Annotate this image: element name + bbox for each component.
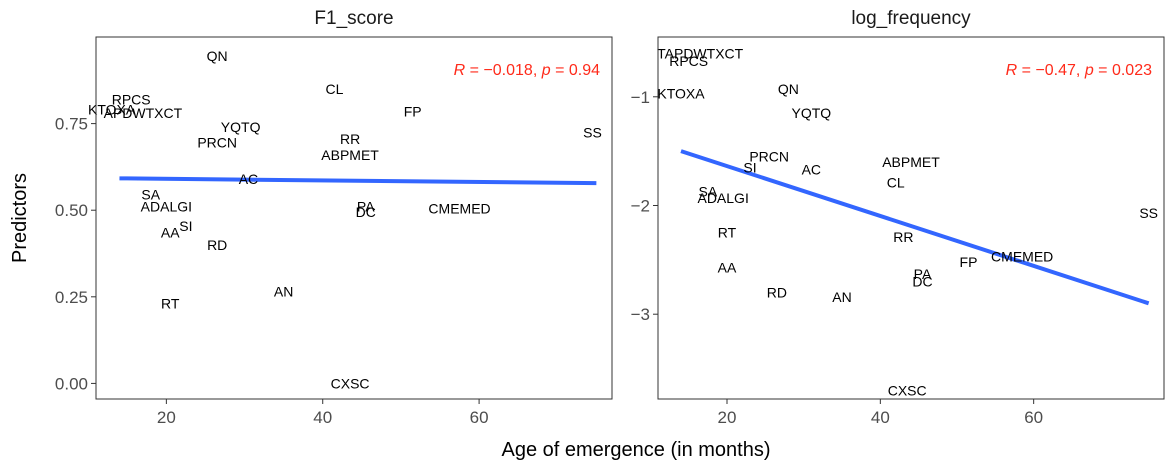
data-point-label: YQTQ (221, 119, 261, 135)
data-point-label: DC (912, 274, 932, 290)
x-tick-label: 20 (157, 408, 176, 427)
y-tick-label: 0.25 (55, 288, 88, 307)
data-point-label: AA (161, 225, 180, 241)
data-point-label: RT (161, 296, 180, 312)
data-point-label: ABPMET (882, 154, 940, 170)
panel-title: F1_score (314, 8, 393, 29)
data-point-label: CL (887, 175, 905, 191)
panel-border (95, 36, 613, 400)
data-point-label: RPCS (112, 91, 151, 107)
stat-value: = 0.023 (1094, 62, 1152, 79)
stat-symbol: R (1006, 62, 1018, 79)
stat-symbol: R (454, 62, 466, 79)
stat-value: = 0.94 (551, 62, 600, 79)
data-point-label: QN (207, 48, 228, 64)
data-point-label: AA (718, 259, 737, 275)
y-tick-label: −2 (631, 196, 650, 215)
data-point-label: PRCN (197, 135, 237, 151)
data-point-label: RD (207, 237, 227, 253)
data-point-label: AN (274, 284, 293, 300)
data-point-label: DC (356, 204, 376, 220)
data-point-label: APDWTXCT (104, 105, 183, 121)
data-point-label: SS (583, 124, 602, 140)
data-point-label: TAPDWTXCT (657, 45, 744, 61)
data-point-label: RD (767, 284, 787, 300)
x-tick-label: 60 (1024, 408, 1043, 427)
correlation-annotation: R = −0.018, p = 0.94 (454, 62, 600, 79)
x-tick-label: 40 (871, 408, 890, 427)
data-point-label: KTOXA (657, 86, 705, 102)
x-tick-label: 20 (718, 408, 737, 427)
stat-symbol: p (1084, 62, 1094, 79)
data-point-label: CXSC (888, 382, 927, 398)
data-point-label: CMEMED (991, 249, 1053, 265)
panel-border (657, 36, 1165, 400)
regression-line (680, 149, 1150, 306)
data-point-label: AN (832, 289, 851, 305)
stat-symbol: p (541, 62, 551, 79)
data-point-label: PRCN (749, 149, 789, 165)
data-point-label: FP (960, 254, 978, 270)
x-tick-label: 40 (313, 408, 332, 427)
x-tick-label: 60 (470, 408, 489, 427)
data-point-label: FP (404, 103, 422, 119)
data-point-label: CL (326, 81, 344, 97)
data-point-label: PA (914, 266, 932, 282)
y-tick-label: −1 (631, 88, 650, 107)
data-point-label: RR (893, 229, 913, 245)
data-point-label: ADALGI (141, 199, 192, 215)
regression-line (119, 176, 597, 186)
data-point-label: AC (239, 171, 258, 187)
correlation-annotation: R = −0.47, p = 0.023 (1006, 62, 1152, 79)
data-point-label: KTOXA (88, 102, 136, 118)
data-point-label: CXSC (331, 375, 370, 391)
data-point-label: SS (1139, 205, 1158, 221)
data-point-label: SA (141, 187, 160, 203)
panel-title: log_frequency (851, 8, 971, 29)
data-point-label: YQTQ (791, 105, 831, 121)
x-axis-title: Age of emergence (in months) (501, 439, 770, 461)
y-tick-label: 0.75 (55, 115, 88, 134)
data-point-label: QN (778, 81, 799, 97)
y-tick-label: −3 (631, 305, 650, 324)
data-point-label: SI (743, 159, 756, 175)
stat-value: = −0.018, (465, 62, 542, 79)
y-tick-label: 0.50 (55, 201, 88, 220)
y-axis-title: Predictors (9, 173, 31, 263)
data-point-label: PA (357, 199, 375, 215)
data-point-label: CMEMED (428, 200, 490, 216)
data-point-label: RT (718, 225, 737, 241)
y-tick-label: 0.00 (55, 374, 88, 393)
data-point-label: ADALGI (697, 190, 748, 206)
stat-value: = −0.47, (1017, 62, 1085, 79)
data-point-label: RR (340, 131, 360, 147)
data-point-label: ABPMET (321, 147, 379, 163)
data-point-label: RPCS (669, 53, 708, 69)
data-point-label: SA (698, 183, 717, 199)
data-point-label: AC (802, 162, 821, 178)
data-point-label: SI (179, 218, 192, 234)
